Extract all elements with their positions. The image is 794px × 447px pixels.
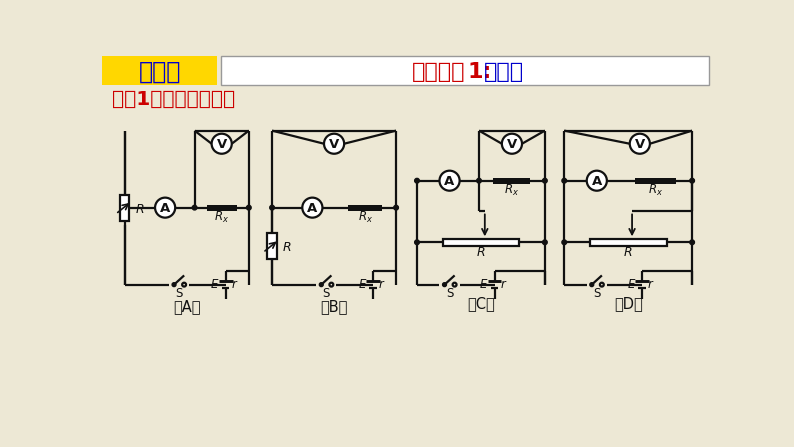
Circle shape [192, 205, 197, 210]
Text: A: A [160, 202, 170, 215]
Bar [221, 56, 709, 85]
Text: （D）: （D） [614, 296, 642, 312]
Text: 测电阻: 测电阻 [138, 60, 181, 84]
Circle shape [590, 283, 594, 287]
Text: V: V [217, 138, 227, 151]
Text: $R_x$: $R_x$ [504, 183, 519, 198]
Circle shape [562, 240, 567, 245]
Text: 伏安法: 伏安法 [484, 62, 524, 82]
Text: （C）: （C） [467, 296, 495, 312]
Text: S: S [175, 287, 183, 300]
Circle shape [394, 205, 399, 210]
Bar [634, 177, 676, 184]
Text: $R_x$: $R_x$ [357, 210, 372, 225]
Circle shape [542, 240, 547, 245]
Text: S: S [322, 287, 330, 300]
Circle shape [442, 283, 446, 287]
Text: R: R [624, 246, 633, 259]
Text: 测量原理: 测量原理 [411, 62, 465, 82]
Bar [268, 233, 277, 259]
Circle shape [212, 134, 232, 154]
Bar [348, 205, 383, 211]
Text: r: r [648, 278, 653, 291]
Circle shape [502, 134, 522, 154]
Circle shape [270, 205, 275, 210]
Text: r: r [379, 278, 384, 291]
Text: R: R [476, 246, 485, 259]
Circle shape [587, 171, 607, 191]
Text: E: E [480, 278, 488, 291]
Circle shape [439, 171, 460, 191]
Text: （B）: （B） [321, 299, 348, 314]
Text: S: S [593, 287, 600, 300]
Circle shape [542, 178, 547, 183]
Circle shape [476, 178, 481, 183]
Text: $R_x$: $R_x$ [648, 183, 663, 198]
Text: A: A [592, 175, 602, 188]
Text: r: r [232, 278, 237, 291]
Circle shape [690, 240, 695, 245]
Bar [120, 194, 129, 221]
Text: 1:: 1: [468, 62, 491, 82]
Circle shape [303, 198, 322, 218]
Text: （A）: （A） [173, 299, 201, 314]
Bar [206, 205, 237, 211]
Text: E: E [627, 278, 634, 291]
Text: V: V [329, 138, 339, 151]
Bar [590, 239, 666, 246]
Bar [442, 239, 519, 246]
Text: $R_x$: $R_x$ [214, 210, 229, 225]
Text: V: V [507, 138, 517, 151]
Text: R: R [136, 202, 145, 216]
Text: 考法1：四个基本电路: 考法1：四个基本电路 [112, 90, 235, 110]
Text: R: R [283, 241, 291, 254]
Circle shape [414, 178, 419, 183]
Text: A: A [445, 175, 455, 188]
Circle shape [414, 240, 419, 245]
Bar [494, 177, 530, 184]
Circle shape [246, 205, 251, 210]
Text: E: E [211, 278, 218, 291]
Circle shape [630, 134, 649, 154]
Text: V: V [634, 138, 645, 151]
Text: r: r [500, 278, 506, 291]
Circle shape [319, 283, 323, 287]
Circle shape [155, 198, 175, 218]
Text: A: A [307, 202, 318, 215]
Bar [102, 56, 217, 85]
Text: E: E [358, 278, 366, 291]
Circle shape [172, 283, 176, 287]
Circle shape [324, 134, 344, 154]
Circle shape [562, 178, 567, 183]
Circle shape [690, 178, 695, 183]
Text: S: S [446, 287, 453, 300]
